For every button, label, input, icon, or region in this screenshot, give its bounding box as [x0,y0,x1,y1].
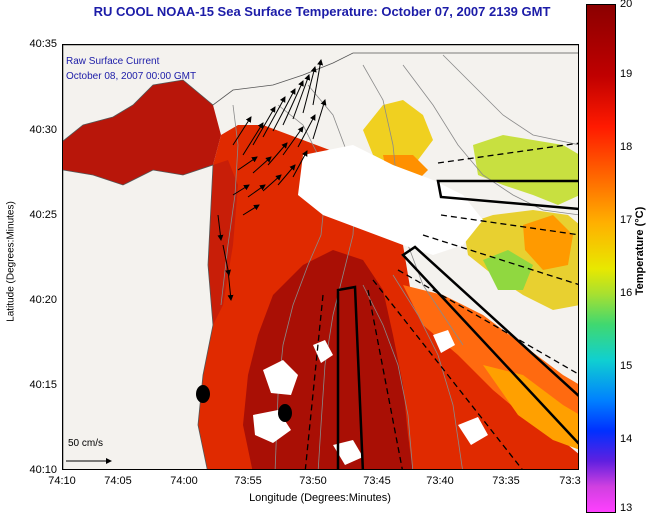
current-vector [227,269,234,301]
transect-box-diagonal [401,245,578,445]
x-tick-label: 73:40 [426,475,454,487]
current-vector [242,122,264,156]
land-west [63,164,214,469]
contour [220,104,239,306]
x-tick-label: 73:3 [559,475,581,487]
colorbar-tick: 15 [620,360,633,372]
current-vector [262,96,286,138]
current-vector [292,74,311,120]
sst-channel [208,160,238,325]
scale-label: 50 cm/s [68,438,104,449]
x-tick-label: 74:00 [170,475,198,487]
contour [402,64,578,216]
x-tick-label: 73:45 [363,475,391,487]
contour [362,284,414,469]
cloud-gap [263,360,298,395]
transect-dashed [440,214,578,236]
current-vector [232,116,252,146]
cloud-gap [458,417,488,445]
x-tick-label: 74:10 [48,475,76,487]
contour [392,274,463,469]
transect-overlays [304,142,578,469]
sst-east-orange [483,365,578,450]
y-tick-label: 40:35 [29,38,57,50]
coastline [63,45,578,469]
station-marker [196,385,210,403]
current-label: Raw Surface Current [66,56,160,67]
colorbar-tick: 16 [620,287,633,299]
y-axis-title: Latitude (Degrees:Minutes) [5,201,17,322]
x-tick-label: 73:55 [234,475,262,487]
sst-nearshore-north [63,80,221,185]
current-vector [267,142,288,166]
current-vector [282,126,304,156]
current-vector [252,106,276,146]
x-tick-label: 73:50 [299,475,327,487]
sst-offshore-yellow [363,100,433,165]
contour [307,84,356,469]
x-tick-label: 73:35 [492,475,520,487]
current-vector [292,150,308,178]
transect-dashed [437,142,578,164]
current-vector [247,184,266,198]
transect-dashed [397,269,578,375]
current-vector [277,164,296,186]
y-tick-label: 40:20 [29,294,57,306]
current-vector [252,156,272,174]
y-tick-label: 40:30 [29,124,57,136]
cloud-gap [298,145,483,255]
colorbar-tick: 20 [620,0,633,10]
map-title: RU COOL NOAA-15 Sea Surface Temperature:… [93,4,551,19]
transect-dashed [422,234,578,286]
sst-map[interactable] [62,44,579,470]
y-tick-label: 40:25 [29,209,57,221]
current-vector [237,156,258,171]
current-vector [217,214,224,241]
temperature-colorbar [586,4,616,513]
y-tick-label: 40:15 [29,379,57,391]
current-vector [302,66,317,114]
contour [442,54,578,145]
current-timestamp: October 08, 2007 00:00 GMT [66,71,197,82]
colorbar-tick: 18 [620,141,633,153]
transect-box-north [436,179,578,211]
surface-current-vectors [217,59,327,301]
current-vector [312,59,324,106]
sst-northeast-patch [473,135,578,205]
transect-dashed [367,289,403,469]
current-vector [262,174,282,192]
current-vector [312,99,327,140]
sst-green-strip [483,250,533,290]
colorbar-title: Temperature (°C) [634,206,646,296]
colorbar-tick: 14 [620,433,633,445]
x-axis-title: Longitude (Degrees:Minutes) [249,492,391,504]
current-vector [272,88,296,132]
colorbar-tick: 19 [620,68,633,80]
colorbar-tick: 17 [620,214,633,226]
land-mass [63,45,578,142]
y-tick-label: 40:10 [29,464,57,476]
colorbar-tick: 13 [620,502,633,514]
transect-dashed [372,279,523,469]
sst-map-graphics [63,45,578,469]
cloud-gap [333,440,363,465]
station-marker [278,404,292,422]
current-vector [297,114,316,148]
transect-box-south [336,285,365,469]
current-vector [232,184,250,196]
current-vector [282,80,304,126]
x-tick-label: 74:05 [104,475,132,487]
current-vector [242,204,260,216]
cloud-gap [433,330,455,353]
